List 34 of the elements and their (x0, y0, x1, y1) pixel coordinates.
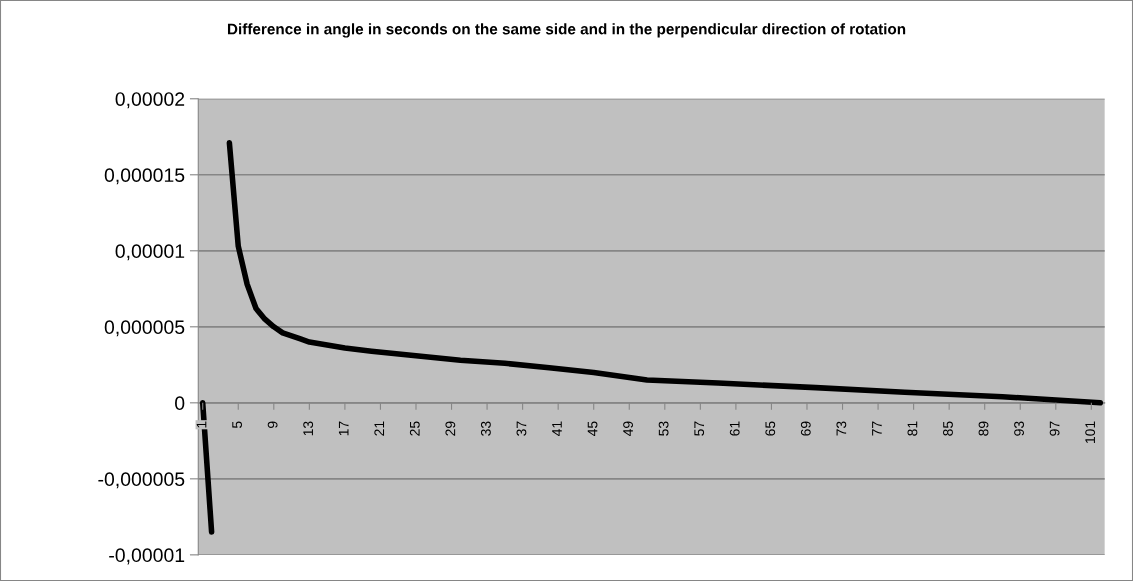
x-tick-label: 65 (765, 421, 776, 436)
x-tick-label: 89 (978, 421, 989, 436)
x-tick-label: 81 (907, 421, 918, 436)
y-tick-label: -0,00001 (109, 548, 185, 565)
x-tick-label: 77 (872, 421, 882, 436)
y-tick-label: 0,00001 (115, 244, 185, 261)
chart-title: Difference in angle in seconds on the same side and in the perpendicular direction of rotation (227, 23, 906, 38)
y-tick-label: -0,000005 (98, 472, 185, 489)
x-tick-label: 61 (729, 421, 740, 436)
x-tick-label: 17 (338, 421, 349, 436)
x-tick-label: 45 (587, 421, 598, 437)
x-tick-label: 69 (800, 421, 811, 436)
y-tick-label: 0,000005 (104, 320, 185, 337)
y-tick-label: 0 (175, 396, 185, 411)
x-tick-label: 57 (694, 421, 705, 436)
x-tick-label: 21 (374, 421, 385, 436)
x-tick-label: 5 (232, 421, 242, 429)
x-tick-label: 93 (1014, 421, 1024, 436)
x-tick-label: 85 (943, 421, 953, 436)
y-tick-label: 0,000015 (104, 168, 185, 185)
x-tick-label: 49 (623, 421, 633, 437)
x-tick-label: 9 (267, 421, 278, 428)
x-tick-label: 25 (409, 421, 420, 436)
x-tick-label: 13 (303, 421, 314, 436)
x-tick-label: 41 (552, 421, 562, 437)
x-tick-label: 29 (445, 421, 456, 436)
x-tick-label: 53 (658, 421, 669, 436)
x-tick-label: 101 (1085, 421, 1096, 443)
x-tick-label: 97 (1049, 421, 1060, 436)
x-tick-label: 37 (516, 421, 527, 436)
x-tick-label: 73 (836, 421, 847, 436)
x-tick-label: 1 (196, 421, 207, 428)
x-tick-label: 33 (480, 421, 491, 436)
y-tick-label: 0,00002 (115, 92, 185, 109)
